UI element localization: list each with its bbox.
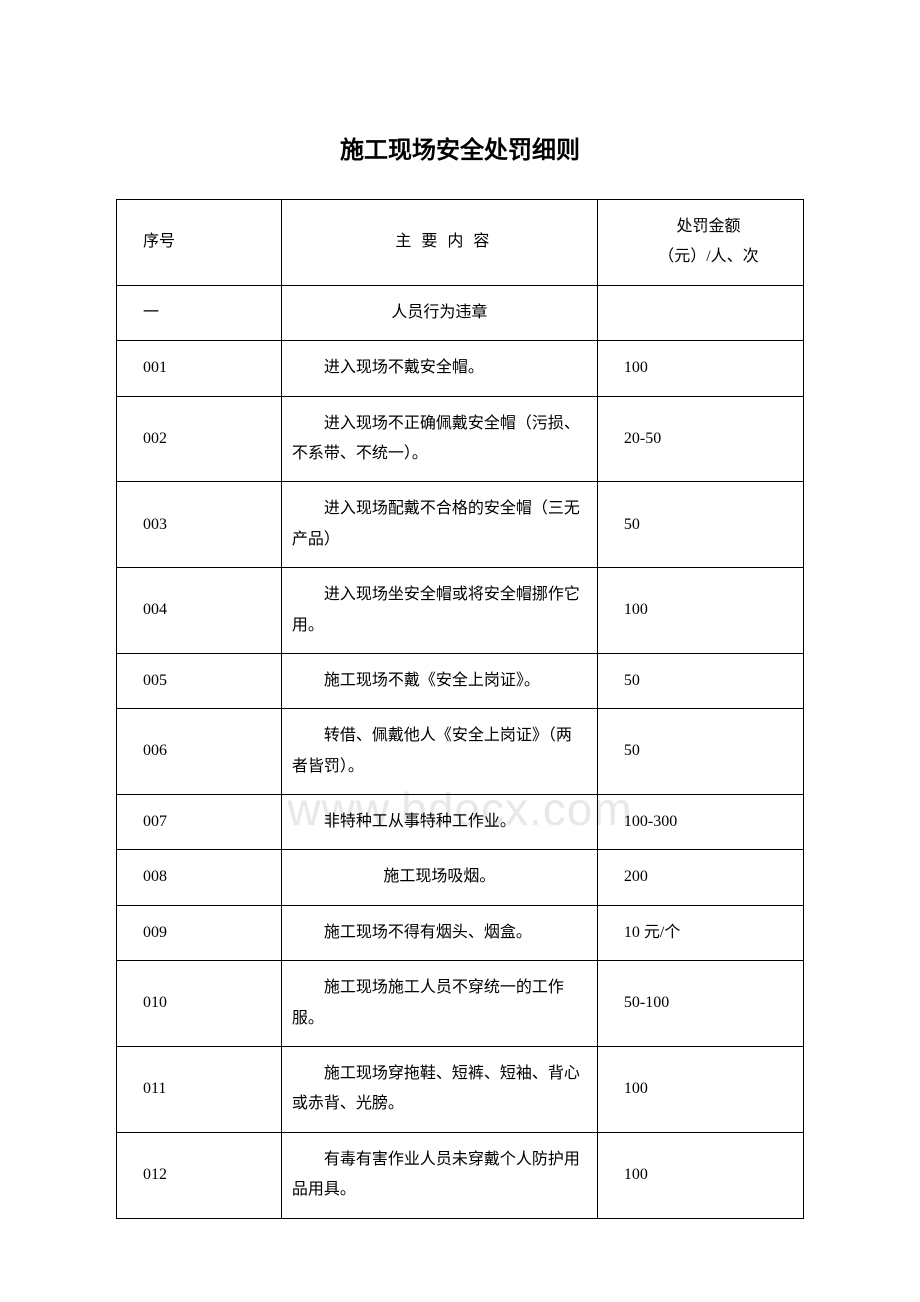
row-penalty: 200 (597, 850, 803, 905)
table-row: 009 施工现场不得有烟头、烟盒。 10 元/个 (117, 905, 804, 960)
row-content: 进入现场配戴不合格的安全帽（三无产品） (281, 482, 597, 568)
header-penalty: 处罚金额 （元）/人、次 (597, 200, 803, 286)
row-penalty: 50-100 (597, 961, 803, 1047)
table-row: 011 施工现场穿拖鞋、短裤、短袖、背心或赤背、光膀。 100 (117, 1047, 804, 1133)
row-content: 转借、佩戴他人《安全上岗证》（两者皆罚）。 (281, 709, 597, 795)
row-seq: 003 (117, 482, 282, 568)
row-penalty: 10 元/个 (597, 905, 803, 960)
header-seq: 序号 (117, 200, 282, 286)
table-row: 012 有毒有害作业人员未穿戴个人防护用品用具。 100 (117, 1132, 804, 1218)
row-penalty: 100 (597, 1132, 803, 1218)
row-penalty: 100 (597, 1047, 803, 1133)
table-row: 004 进入现场坐安全帽或将安全帽挪作它用。 100 (117, 568, 804, 654)
row-seq: 006 (117, 709, 282, 795)
table-row: 010 施工现场施工人员不穿统一的工作服。 50-100 (117, 961, 804, 1047)
header-penalty-line1: 处罚金额 (676, 218, 740, 235)
row-content: 施工现场不戴《安全上岗证》。 (281, 653, 597, 708)
header-content: 主要内容 (281, 200, 597, 286)
table-row: 007 非特种工从事特种工作业。 100-300 (117, 795, 804, 850)
section-seq: 一 (117, 285, 282, 340)
row-content: 施工现场吸烟。 (281, 850, 597, 905)
row-content: 进入现场不戴安全帽。 (281, 341, 597, 396)
section-row: 一 人员行为违章 (117, 285, 804, 340)
row-content: 非特种工从事特种工作业。 (281, 795, 597, 850)
row-content: 施工现场施工人员不穿统一的工作服。 (281, 961, 597, 1047)
row-seq: 012 (117, 1132, 282, 1218)
row-content: 有毒有害作业人员未穿戴个人防护用品用具。 (281, 1132, 597, 1218)
page-title: 施工现场安全处罚细则 (116, 130, 804, 165)
row-penalty: 100 (597, 568, 803, 654)
row-content: 施工现场穿拖鞋、短裤、短袖、背心或赤背、光膀。 (281, 1047, 597, 1133)
row-seq: 001 (117, 341, 282, 396)
row-content: 进入现场坐安全帽或将安全帽挪作它用。 (281, 568, 597, 654)
table-row: 001 进入现场不戴安全帽。 100 (117, 341, 804, 396)
row-seq: 002 (117, 396, 282, 482)
row-seq: 009 (117, 905, 282, 960)
table-row: 006 转借、佩戴他人《安全上岗证》（两者皆罚）。 50 (117, 709, 804, 795)
table-header-row: 序号 主要内容 处罚金额 （元）/人、次 (117, 200, 804, 286)
row-content: 施工现场不得有烟头、烟盒。 (281, 905, 597, 960)
table-row: 005 施工现场不戴《安全上岗证》。 50 (117, 653, 804, 708)
section-penalty (597, 285, 803, 340)
row-seq: 007 (117, 795, 282, 850)
header-penalty-line2: （元）/人、次 (658, 248, 758, 265)
table-row: 008 施工现场吸烟。 200 (117, 850, 804, 905)
row-penalty: 50 (597, 482, 803, 568)
row-seq: 005 (117, 653, 282, 708)
row-penalty: 100-300 (597, 795, 803, 850)
row-seq: 004 (117, 568, 282, 654)
row-seq: 010 (117, 961, 282, 1047)
section-content: 人员行为违章 (281, 285, 597, 340)
row-content: 进入现场不正确佩戴安全帽（污损、不系带、不统一）。 (281, 396, 597, 482)
row-penalty: 50 (597, 653, 803, 708)
row-seq: 011 (117, 1047, 282, 1133)
row-penalty: 100 (597, 341, 803, 396)
penalty-table: 序号 主要内容 处罚金额 （元）/人、次 一 人员行为违章 001 进入现场不戴… (116, 199, 804, 1219)
table-row: 003 进入现场配戴不合格的安全帽（三无产品） 50 (117, 482, 804, 568)
row-seq: 008 (117, 850, 282, 905)
row-penalty: 50 (597, 709, 803, 795)
row-penalty: 20-50 (597, 396, 803, 482)
table-row: 002 进入现场不正确佩戴安全帽（污损、不系带、不统一）。 20-50 (117, 396, 804, 482)
